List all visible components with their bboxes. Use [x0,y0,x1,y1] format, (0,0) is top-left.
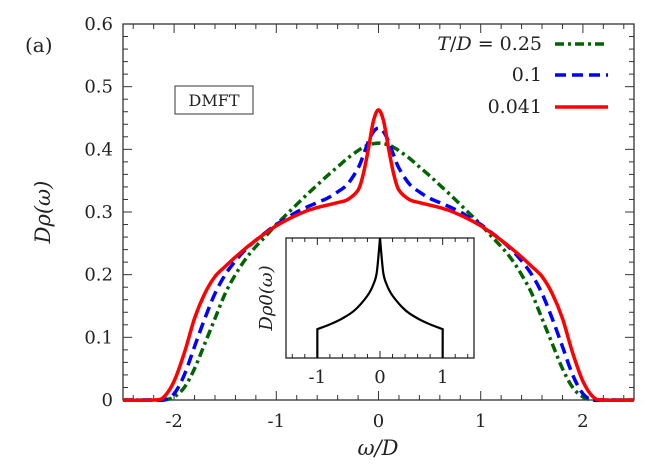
main-plot-axes: -2 -1 0 1 2 0 0.1 0.2 0.3 0.4 0.5 0.6 [84,14,635,432]
x-tick-label: 0 [373,411,384,432]
inset-x-tick-label: 0 [374,367,385,388]
inset-frame [285,237,475,359]
legend-label-0.041: 0.041 [488,96,542,118]
x-axis-label: ω/D [357,436,398,460]
main-plot-curves [122,108,635,403]
y-tick-label: 0.4 [84,139,113,160]
inset-x-tick-label: -1 [309,367,327,388]
inset-x-tick-label: 1 [437,367,448,388]
y-tick-label: 0 [102,390,113,411]
x-tick-label: -2 [165,411,183,432]
x-tick-label: -1 [268,411,286,432]
dmft-annotation-box: DMFT [174,85,254,115]
series-line-0.25 [123,141,634,402]
x-tick-label: 2 [577,411,588,432]
dmft-label: DMFT [189,91,240,110]
legend-label-0.25: T/D = 0.25 [437,33,542,55]
y-tick-label: 0.5 [84,77,113,98]
y-axis-label: Dρ(ω) [31,181,55,245]
series-line-0.041 [122,108,635,402]
legend: T/D = 0.25 0.1 0.041 [437,33,608,118]
inset-plot: -1 0 1 Dρ0(ω) [256,237,475,388]
panel-label: (a) [25,33,53,57]
y-tick-label: 0.1 [84,327,113,348]
series-line-0.1 [123,126,634,403]
y-tick-label: 0.3 [84,202,113,223]
y-tick-label: 0.2 [84,265,113,286]
y-tick-label: 0.6 [84,14,113,35]
inset-y-axis-label: Dρ0(ω) [256,265,277,331]
legend-label-0.1: 0.1 [512,64,542,86]
x-tick-label: 1 [475,411,486,432]
inset-bare-dos-line [316,237,444,359]
